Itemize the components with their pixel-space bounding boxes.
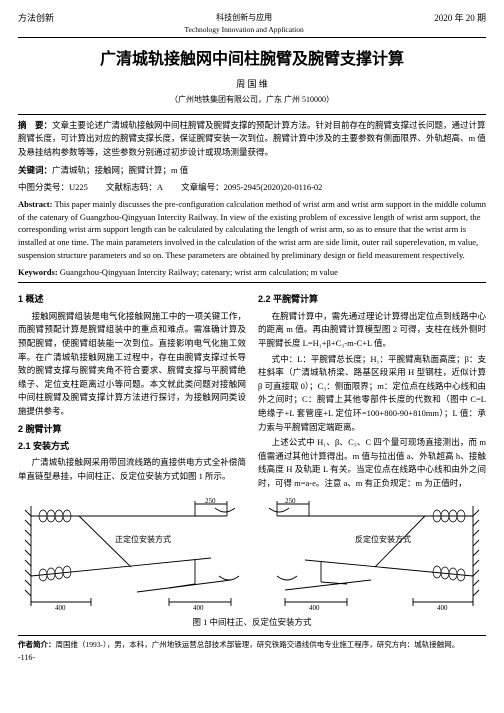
author-affil: （广州地铁集团有限公司，广东 广州 510000）	[18, 94, 486, 106]
para-22b: 式中：L：平腕臂总长度；H₁：平腕臂离轨面高度；β：支柱斜率（广清城轨桥梁、路基…	[258, 353, 486, 435]
abstract-text: 文章主要论述广清城轨接触网中间柱腕臂及腕臂支撑的预配计算方法。针对目前存在的腕臂…	[18, 120, 486, 157]
kw-en-label: Keywords:	[18, 267, 58, 277]
diagram-left: 250 400 400 正定位安装方式	[19, 498, 249, 613]
diagram-right: 250 400 400 反定位安装方式	[255, 498, 485, 613]
sec-22: 2.2 平腕臂计算	[258, 292, 486, 306]
article-title: 广清城轨接触网中间柱腕臂及腕臂支撑计算	[18, 48, 486, 72]
left-column: 1 概述 接触网腕臂组装是电气化接触网施工中的一项关键工作，而腕臂预配计算是腕臂…	[18, 289, 246, 492]
dim-400-r1: 400	[437, 604, 448, 612]
dim-400-l1: 400	[55, 604, 66, 612]
sec-2: 2 腕臂计算	[18, 422, 246, 436]
figure-1-svgs: 250 400 400 正定位安装方式	[18, 498, 486, 613]
class-c-label: 文章编号：	[181, 182, 224, 192]
rule-1	[18, 114, 486, 115]
footer-label: 作者简介：	[18, 640, 56, 649]
para-21: 广清城轨接触网采用带回流线路的直接供电方式全补偿简单直链型悬挂，中间柱正、反定位…	[18, 456, 246, 483]
journal-en: Technology Innovation and Application	[185, 24, 304, 35]
class-b-label: 文献标志码：	[106, 182, 157, 192]
class-a-label: 中图分类号：	[18, 182, 69, 192]
right-label: 反定位安装方式	[355, 534, 411, 544]
figure-1-caption: 图 1 中间柱正、反定位安装方式	[18, 616, 486, 629]
running-head: 方法创新 科技创新与应用 Technology Innovation and A…	[18, 12, 486, 38]
sec-1: 1 概述	[18, 292, 246, 306]
class-b: 文献标志码：A	[106, 181, 163, 194]
sec-21: 2.1 安装方式	[18, 439, 246, 453]
journal-ch: 科技创新与应用	[185, 12, 304, 24]
head-right: 2020 年 20 期	[434, 12, 486, 35]
author-bio: 作者简介：周国维（1993-），男，本科，广州地铁运营总部技术部管理，研究铁路交…	[18, 635, 486, 650]
kw-en-text: Guangzhou-Qingyuan Intercity Railway; ca…	[58, 267, 338, 277]
abs-en-label: Abstract:	[18, 199, 52, 209]
dim-400-l2: 400	[193, 604, 204, 612]
abstract-en: Abstract: This paper mainly discusses th…	[18, 198, 486, 262]
classification-row: 中图分类号：U225 文献标志码：A 文章编号：2095-2945(2020)2…	[18, 181, 486, 194]
class-c-val: 2095-2945(2020)20-0116-02	[224, 182, 323, 192]
keywords-en: Keywords: Guangzhou-Qingyuan Intercity R…	[18, 266, 486, 279]
page: 方法创新 科技创新与应用 Technology Innovation and A…	[0, 0, 504, 676]
class-b-val: A	[157, 182, 163, 192]
rule-2	[18, 282, 486, 283]
class-a-val: U225	[69, 182, 88, 192]
author-name: 周 国 维	[18, 78, 486, 92]
para-22c: 上述公式中 H₁、β、C₃、C 四个量可现场直接测出，而 m 值需通过其他计算得…	[258, 436, 486, 490]
keywords-ch: 关键词：广清城轨；接触网；腕臂计算；m 值	[18, 164, 486, 178]
head-center: 科技创新与应用 Technology Innovation and Applic…	[185, 12, 304, 35]
kw-label: 关键词：	[18, 165, 52, 175]
abs-en-text: This paper mainly discusses the pre-conf…	[18, 199, 486, 260]
abstract-ch: 摘 要：文章主要论述广清城轨接触网中间柱腕臂及腕臂支撑的预配计算方法。针对目前存…	[18, 119, 486, 160]
figure-1: 250 400 400 正定位安装方式	[18, 498, 486, 629]
dim-250-l: 250	[205, 498, 216, 505]
right-column: 2.2 平腕臂计算 在腕臂计算中，需先通过理论计算得出定位点到线路中心的距离 m…	[258, 289, 486, 492]
kw-text: 广清城轨；接触网；腕臂计算；m 值	[52, 165, 188, 175]
abstract-label: 摘 要：	[18, 120, 52, 130]
class-a: 中图分类号：U225	[18, 181, 88, 194]
left-label: 正定位安装方式	[115, 534, 171, 544]
body-columns: 1 概述 接触网腕臂组装是电气化接触网施工中的一项关键工作，而腕臂预配计算是腕臂…	[18, 289, 486, 492]
class-c: 文章编号：2095-2945(2020)20-0116-02	[181, 181, 322, 194]
para-1: 接触网腕臂组装是电气化接触网施工中的一项关键工作，而腕臂预配计算是腕臂组装中的重…	[18, 310, 246, 419]
footer-text: 周国维（1993-），男，本科，广州地铁运营总部技术部管理，研究铁路交通线供电专…	[56, 640, 460, 649]
page-number: -116-	[18, 652, 486, 664]
para-22a: 在腕臂计算中，需先通过理论计算得出定位点到线路中心的距离 m 值。再由腕臂计算模…	[258, 310, 486, 351]
dim-400-r2: 400	[309, 604, 320, 612]
head-left: 方法创新	[18, 12, 54, 35]
dim-250-r: 250	[285, 498, 296, 505]
